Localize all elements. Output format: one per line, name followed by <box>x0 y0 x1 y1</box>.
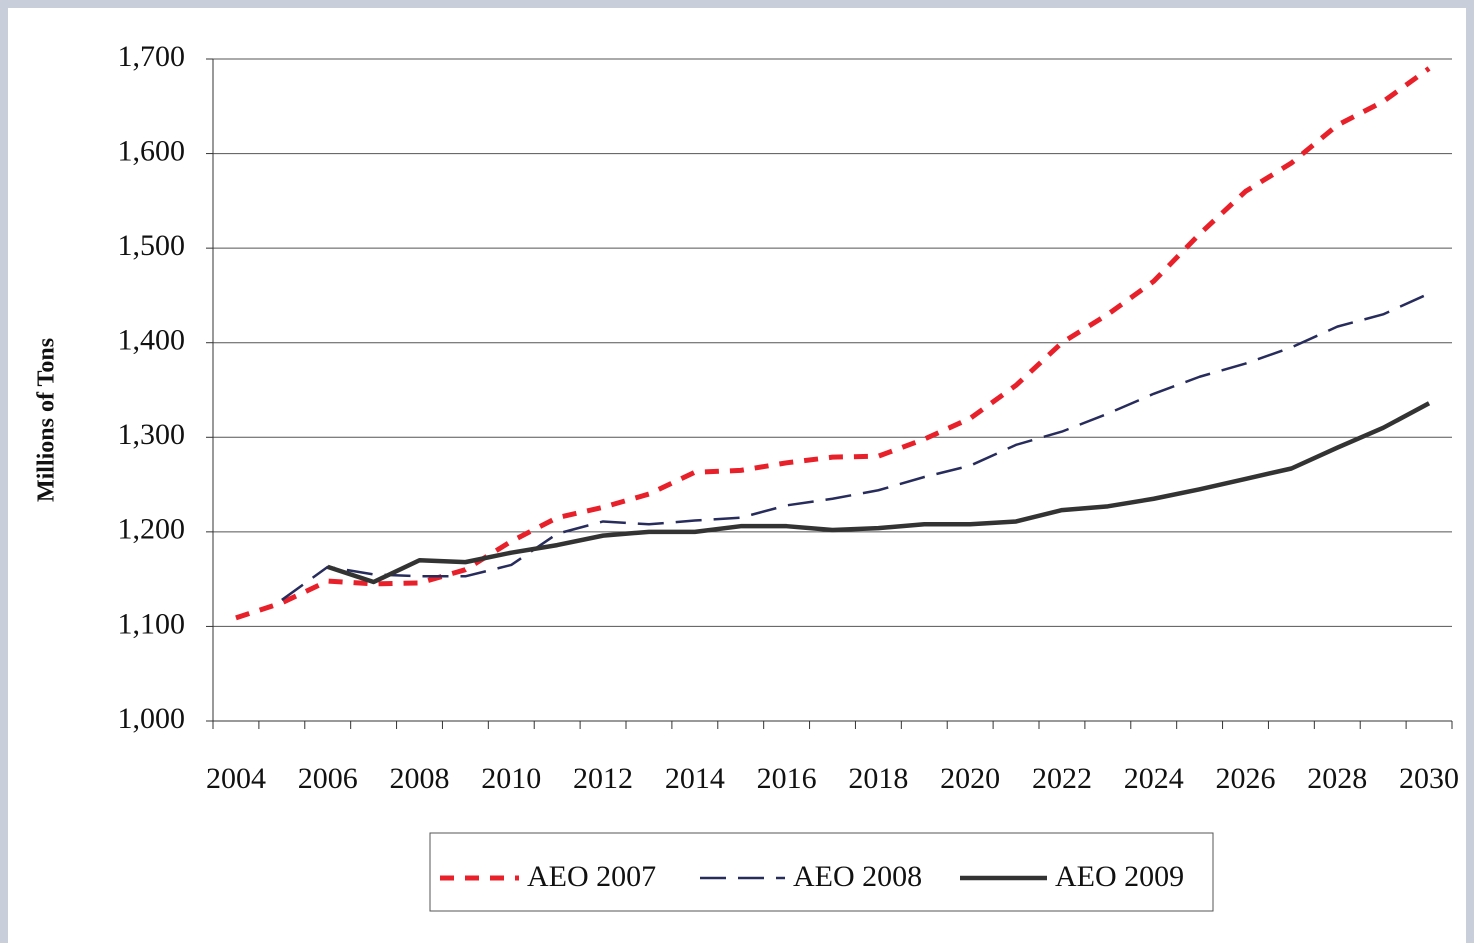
series-line <box>327 401 1431 585</box>
x-tick-label: 2030 <box>1399 762 1459 795</box>
x-tick-label: 2012 <box>573 762 633 795</box>
y-tick-label: 1,000 <box>118 702 186 735</box>
x-tick-label: 2008 <box>390 762 450 795</box>
x-tick-label: 2006 <box>298 762 358 795</box>
y-tick-label: 1,100 <box>118 607 186 640</box>
legend-label: AEO 2007 <box>527 860 656 893</box>
x-tick-label: 2020 <box>940 762 1000 795</box>
series-line <box>235 66 1431 621</box>
y-tick-label: 1,600 <box>118 134 186 167</box>
x-tick-label: 2026 <box>1216 762 1276 795</box>
x-tick-label: 2022 <box>1032 762 1092 795</box>
x-tick-label: 2010 <box>481 762 541 795</box>
y-axis-label: Millions of Tons <box>34 338 60 502</box>
y-tick-label: 1,500 <box>118 229 186 262</box>
series-line <box>281 292 1430 601</box>
x-tick-label: 2014 <box>665 762 725 795</box>
x-tick-label: 2024 <box>1124 762 1184 795</box>
x-tick-label: 2028 <box>1307 762 1367 795</box>
x-tick-label: 2018 <box>848 762 908 795</box>
chart-frame <box>8 8 1466 943</box>
y-tick-label: 1,400 <box>118 324 186 357</box>
legend-label: AEO 2009 <box>1055 860 1184 893</box>
legend-label: AEO 2008 <box>793 860 922 893</box>
x-tick-label: 2016 <box>757 762 817 795</box>
x-tick-label: 2004 <box>206 762 266 795</box>
legend <box>429 832 1214 912</box>
y-tick-label: 1,700 <box>118 40 186 73</box>
y-tick-label: 1,200 <box>118 513 186 546</box>
y-tick-label: 1,300 <box>118 418 186 451</box>
